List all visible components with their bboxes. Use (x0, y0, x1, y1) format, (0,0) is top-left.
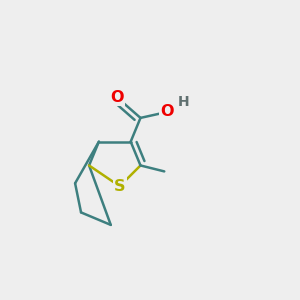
Text: H: H (178, 94, 189, 109)
Text: S: S (114, 179, 125, 194)
Text: O: O (160, 104, 174, 119)
Text: O: O (110, 90, 124, 105)
